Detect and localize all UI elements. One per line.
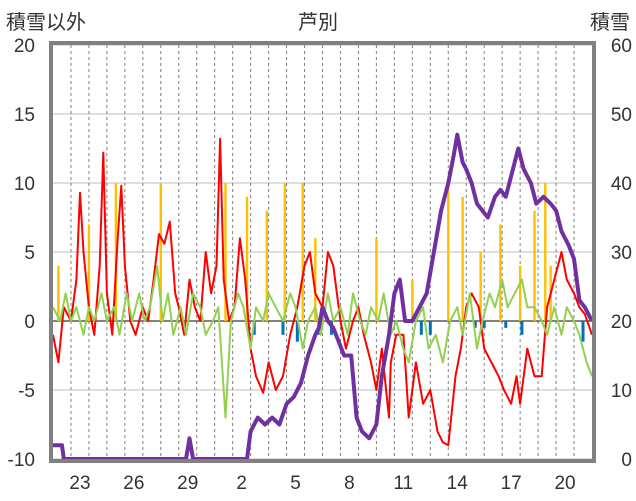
precip-bar [87,224,91,321]
precip-bar [479,252,482,321]
precip-bar [57,265,60,321]
y-left-tick-label: 10 [14,174,35,195]
x-tick-label: 23 [69,473,90,494]
x-tick-label: 26 [123,473,144,494]
precip-bar [265,210,269,321]
right-axis-title: 積雪 [590,10,630,34]
precip-bar [544,183,547,321]
precip-bar [159,183,162,321]
y-left-tick-label: -5 [18,381,35,402]
snow-change-bar [581,321,585,342]
snow-change-bar [419,321,423,335]
chart-title: 芦別 [298,10,338,34]
x-tick-label: 14 [447,473,469,494]
y-right-tick-label: 10 [611,381,632,402]
snow-change-bar [520,321,524,335]
y-right-tick-label: 0 [621,450,632,471]
x-tick-label: 20 [554,473,575,494]
snow-change-bar [482,321,486,328]
x-tick-label: 11 [393,473,413,494]
x-tick-label: 17 [501,473,522,494]
left-axis-title: 積雪以外 [6,10,86,34]
x-tick-label: 29 [177,473,198,494]
precip-bar [114,183,118,321]
snow-change-bar [473,321,477,328]
y-left-tick-label: -10 [8,450,35,471]
y-left-tick-label: 0 [24,312,35,333]
precip-bar [518,265,522,321]
precip-bar [245,196,249,321]
snow-change-bar [281,321,285,335]
precip-bar [314,238,317,321]
grid-lines [53,44,592,460]
y-right-tick-label: 30 [611,243,632,264]
precip-bar [224,183,227,321]
y-left-tick-label: 20 [14,36,35,57]
y-right-tick-label: 60 [611,36,632,57]
precip-bar [283,183,286,321]
snow-change-bar [504,321,508,328]
y-right-tick-label: 40 [611,174,632,195]
precip-bar [447,183,450,321]
series-lines [52,132,594,461]
snow-depth-line [53,132,594,461]
y-right-tick-label: 20 [611,312,632,333]
precip-bar [411,279,414,321]
precip-bar [533,210,536,321]
precip-bar [461,196,464,321]
snow-change-bar [428,321,432,335]
bars-layer [57,183,585,342]
x-tick-label: 8 [344,473,355,494]
green-series-line [52,264,593,419]
y-left-tick-label: 15 [14,105,35,126]
y-right-tick-label: 50 [611,105,632,126]
precip-bar [499,224,502,321]
x-tick-label: 5 [290,473,301,494]
snow-change-bar [295,321,299,342]
precip-bar [301,183,304,321]
plot-frame [49,41,596,463]
x-tick-label: 2 [236,473,247,494]
y-left-tick-label: 5 [24,243,35,264]
precip-bar [375,238,378,321]
